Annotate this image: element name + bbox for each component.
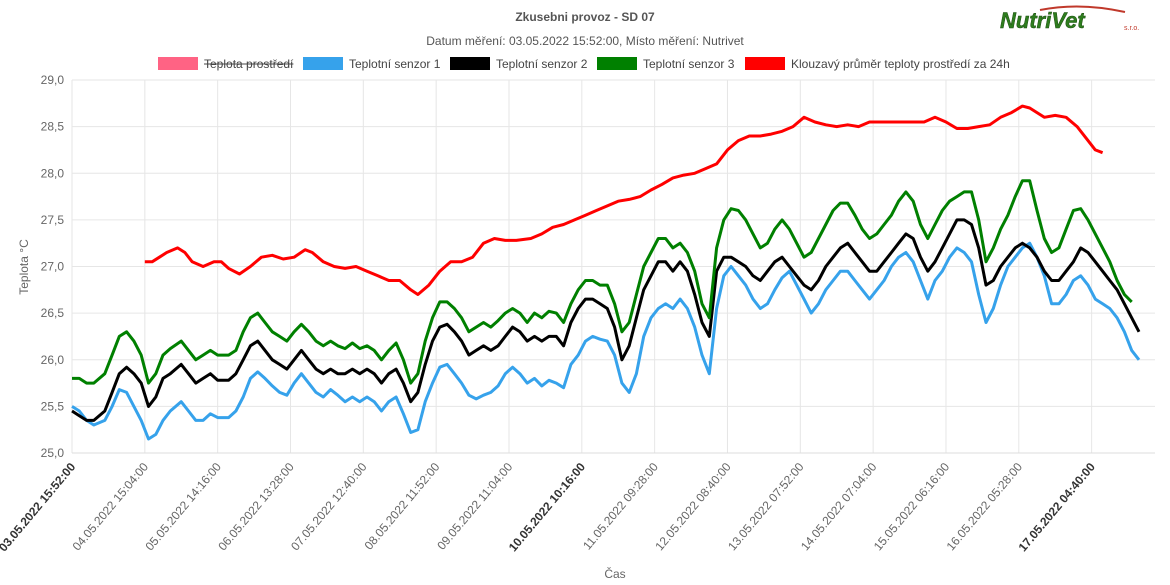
series-lines xyxy=(71,104,1141,441)
y-tick-label: 28,0 xyxy=(41,166,65,180)
logo: NutriVet s.r.o. xyxy=(1000,5,1139,33)
x-tick-label: 09.05.2022 11:04:00 xyxy=(434,460,515,553)
y-tick-label: 29,0 xyxy=(41,73,65,87)
legend-item[interactable]: Teplotní senzor 2 xyxy=(450,57,588,71)
legend-item[interactable]: Teplota prostředí xyxy=(158,57,294,71)
y-axis-label: Teplota °C xyxy=(17,239,31,295)
y-axis: 25,0 25,5 26,0 26,5 27,0 27,5 28,0 28,5 29,0 xyxy=(41,73,65,460)
legend-label: Teplotní senzor 1 xyxy=(349,57,441,71)
y-tick-label: 28,5 xyxy=(41,120,65,134)
grid xyxy=(71,79,1155,454)
legend-swatch xyxy=(450,57,490,70)
y-tick-label: 26,5 xyxy=(41,306,65,320)
x-tick-label: 15.05.2022 06:16:00 xyxy=(871,460,953,554)
series-line xyxy=(71,218,1141,422)
x-tick-label: 13.05.2022 07:52:00 xyxy=(725,460,807,554)
legend-item[interactable]: Teplotní senzor 1 xyxy=(303,57,441,71)
x-tick-label: 05.05.2022 14:16:00 xyxy=(142,460,224,554)
legend-swatch xyxy=(303,57,343,70)
logo-swoosh xyxy=(1039,5,1126,13)
x-tick-label: 06.05.2022 13:28:00 xyxy=(215,460,297,554)
legend-item[interactable]: Klouzavý průměr teploty prostředí za 24h xyxy=(745,57,1010,71)
series-line xyxy=(71,241,1141,441)
y-tick-label: 27,5 xyxy=(41,213,65,227)
x-tick-label: 10.05.2022 10:16:00 xyxy=(506,460,589,555)
y-tick-label: 27,0 xyxy=(41,260,65,274)
logo-text: NutriVet xyxy=(1000,8,1086,33)
x-tick-label: 08.05.2022 11:52:00 xyxy=(362,460,443,553)
x-axis-label: Čas xyxy=(604,566,625,581)
legend-swatch xyxy=(597,57,637,70)
legend-swatch xyxy=(158,57,198,70)
legend-label: Teplotní senzor 2 xyxy=(496,57,588,71)
series-line xyxy=(144,104,1104,296)
y-tick-label: 25,5 xyxy=(41,399,65,413)
legend-swatch xyxy=(745,57,785,70)
series-line xyxy=(72,179,1133,385)
x-tick-label: 12.05.2022 08:40:00 xyxy=(652,460,734,554)
y-tick-label: 25,0 xyxy=(41,446,65,460)
legend-label: Teplotní senzor 3 xyxy=(643,57,735,71)
x-tick-label: 04.05.2022 15:04:00 xyxy=(70,460,152,554)
y-tick-label: 26,0 xyxy=(41,353,65,367)
legend-label: Klouzavý průměr teploty prostředí za 24h xyxy=(791,57,1010,71)
x-tick-label: 07.05.2022 12:40:00 xyxy=(288,460,370,554)
legend-item[interactable]: Teplotní senzor 3 xyxy=(597,57,735,71)
legend: Teplota prostředí Teplotní senzor 1 Teplot… xyxy=(158,57,1010,71)
x-tick-label: 11.05.2022 09:28:00 xyxy=(580,460,661,553)
x-tick-label: 16.05.2022 05:28:00 xyxy=(944,460,1026,554)
logo-suffix: s.r.o. xyxy=(1124,25,1139,32)
x-tick-label: 03.05.2022 15:52:00 xyxy=(0,460,79,555)
chart-title: Zkusebni provoz - SD 07 xyxy=(515,10,655,24)
x-tick-label: 14.05.2022 07:04:00 xyxy=(798,460,880,554)
x-tick-label: 17.05.2022 04:40:00 xyxy=(1016,460,1099,555)
chart-subtitle: Datum měření: 03.05.2022 15:52:00, Místo… xyxy=(426,34,744,48)
